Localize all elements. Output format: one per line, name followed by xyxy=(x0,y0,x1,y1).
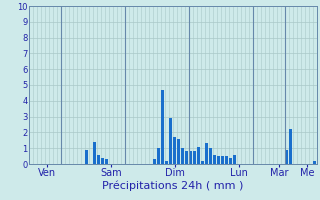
Bar xyxy=(105,159,108,164)
Bar xyxy=(197,147,200,164)
Bar xyxy=(233,155,236,164)
Bar xyxy=(209,148,212,164)
Bar xyxy=(213,155,216,164)
Bar xyxy=(289,129,292,164)
Bar xyxy=(181,148,184,164)
Bar xyxy=(285,150,288,164)
Bar xyxy=(157,148,160,164)
Bar xyxy=(205,143,208,164)
Bar xyxy=(225,156,228,164)
Bar xyxy=(217,156,220,164)
Bar xyxy=(85,150,88,164)
Bar xyxy=(229,158,232,164)
Bar xyxy=(93,142,96,164)
Bar xyxy=(97,155,100,164)
Bar xyxy=(193,151,196,164)
Bar xyxy=(177,139,180,164)
Bar xyxy=(165,161,168,164)
Bar xyxy=(169,118,172,164)
Bar xyxy=(153,159,156,164)
Bar xyxy=(189,151,192,164)
Bar xyxy=(313,161,316,164)
Bar xyxy=(101,158,104,164)
Bar xyxy=(161,90,164,164)
X-axis label: Précipitations 24h ( mm ): Précipitations 24h ( mm ) xyxy=(102,181,244,191)
Bar xyxy=(185,151,188,164)
Bar xyxy=(201,161,204,164)
Bar xyxy=(173,137,176,164)
Bar xyxy=(221,156,224,164)
